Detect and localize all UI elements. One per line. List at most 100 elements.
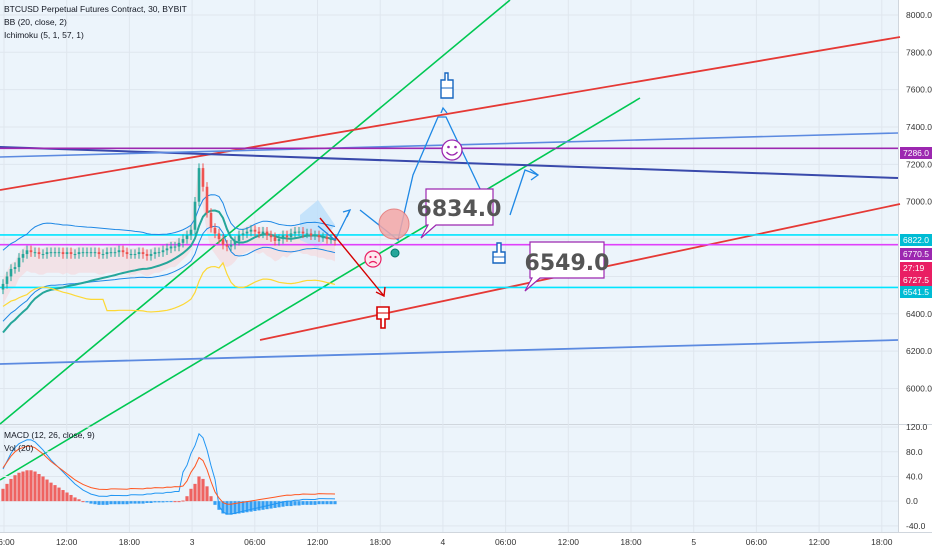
macd-histogram-bar: [113, 501, 117, 505]
macd-histogram-bar: [245, 501, 249, 513]
time-tick-label: 12:00: [558, 537, 580, 547]
macd-histogram-bar: [301, 501, 305, 505]
callout-lower[interactable]: 6549.0: [524, 241, 610, 292]
bb-lower-line: [2, 225, 336, 322]
macd-histogram-bar: [201, 478, 205, 502]
candle-body: [253, 229, 257, 232]
macd-histogram-bar: [329, 501, 333, 505]
red-drop-arrow: [319, 217, 385, 297]
callout-lower-value: 6549.0: [525, 251, 610, 276]
candle-body: [37, 252, 41, 255]
macd-histogram-bar: [313, 501, 317, 505]
macd-histogram-bar: [169, 501, 173, 503]
macd-histogram-bar: [213, 501, 217, 505]
candle-body: [113, 252, 117, 254]
macd-histogram-bar: [81, 501, 85, 503]
horizontal-levels: [0, 147, 898, 289]
candle-body: [273, 237, 277, 241]
macd-histogram-bar: [53, 485, 57, 502]
candle-body: [265, 231, 269, 236]
candle-body: [133, 254, 137, 256]
time-tick-label: 12:00: [56, 537, 78, 547]
macd-histogram-bar: [289, 501, 293, 507]
time-tick-label: 06:00: [0, 537, 15, 547]
smile-icon: [441, 139, 463, 161]
macd-histogram-bar: [49, 482, 53, 502]
macd-histogram-bar: [25, 470, 29, 502]
macd-histogram-bar: [145, 501, 149, 503]
price-badge-label: 7286.0: [903, 148, 929, 158]
time-tick-label: 06:00: [244, 537, 266, 547]
macd-histogram-bar: [105, 501, 109, 505]
candle-body: [157, 252, 161, 254]
macd-histogram-bar: [21, 471, 25, 502]
time-axis: 06:00 12:00 18:00 3 06:00 12:00 18:00 4 06:00 12:…: [0, 537, 893, 547]
macd-histogram-bar: [117, 501, 121, 505]
macd-histogram-bar: [153, 501, 157, 503]
macd-histogram-bar: [321, 501, 325, 505]
green-trendline-lower: [0, 97, 641, 481]
candle-body: [321, 237, 325, 239]
macd-histogram-bar: [33, 471, 37, 502]
candle-body: [29, 250, 33, 253]
candle-body: [325, 237, 329, 240]
drawings: [317, 106, 540, 298]
candle-body: [281, 235, 285, 240]
macd-histogram-bar: [209, 496, 213, 502]
macd-histogram-bar: [181, 500, 185, 502]
candle-body: [297, 231, 301, 233]
macd-histogram-bar: [273, 501, 277, 508]
macd-histogram-bar: [253, 501, 257, 512]
candle-body: [305, 233, 309, 235]
price-tick-label: 7000.0: [906, 197, 932, 207]
macd-histogram-bar: [205, 486, 209, 502]
macd-histogram-bar: [297, 501, 301, 506]
candle-body: [201, 168, 205, 187]
candle-body: [177, 242, 181, 247]
candle-body: [261, 231, 265, 234]
macd-tick-label: -40.0: [906, 521, 926, 531]
candlesticks: [1, 163, 337, 295]
callout-upper[interactable]: 6834.0: [417, 188, 502, 239]
macd-histogram-bar: [197, 476, 201, 502]
price-badge: [900, 262, 932, 274]
candle-body: [285, 235, 289, 238]
macd-histogram-bar: [129, 501, 133, 504]
blue-trendline-bottom: [0, 339, 899, 365]
macd-histogram-bar: [109, 501, 113, 505]
macd-histogram-bar: [249, 501, 253, 512]
price-tick-label: 7800.0: [906, 47, 932, 57]
candle-body: [277, 239, 281, 241]
candle-body: [33, 252, 37, 254]
time-tick-label: 5: [691, 537, 696, 547]
candle-body: [301, 231, 305, 234]
macd-histogram-bar: [101, 501, 105, 505]
red-drop-arrowhead: [375, 286, 386, 298]
macd-tick-label: 0.0: [906, 496, 918, 506]
price-tick-label: 7600.0: [906, 85, 932, 95]
time-tick-label: 4: [441, 537, 446, 547]
candle-body: [141, 252, 145, 255]
macd-histogram-bar: [65, 492, 69, 502]
macd-histogram-bar: [41, 476, 45, 502]
ichimoku-legend: Ichimoku (5, 1, 57, 1): [4, 30, 84, 40]
time-tick-label: 12:00: [808, 537, 830, 547]
macd-histogram-bar: [177, 501, 181, 503]
candle-body: [41, 254, 45, 256]
macd-histogram-bar: [165, 501, 169, 503]
candle-body: [221, 239, 225, 245]
candle-body: [193, 201, 197, 230]
price-badge: [900, 274, 932, 286]
signal-line: [2, 445, 336, 505]
macd-histogram-bar: [229, 501, 233, 515]
candle-body: [65, 252, 69, 255]
price-badge-label: 27:19: [903, 263, 925, 273]
candle-body: [205, 186, 209, 213]
price-badge-label: 6541.5: [903, 287, 929, 297]
candle-body: [217, 233, 221, 240]
candle-body: [241, 233, 245, 236]
candle-body: [117, 250, 121, 253]
candle-body: [257, 231, 261, 234]
time-tick-label: 06:00: [746, 537, 768, 547]
